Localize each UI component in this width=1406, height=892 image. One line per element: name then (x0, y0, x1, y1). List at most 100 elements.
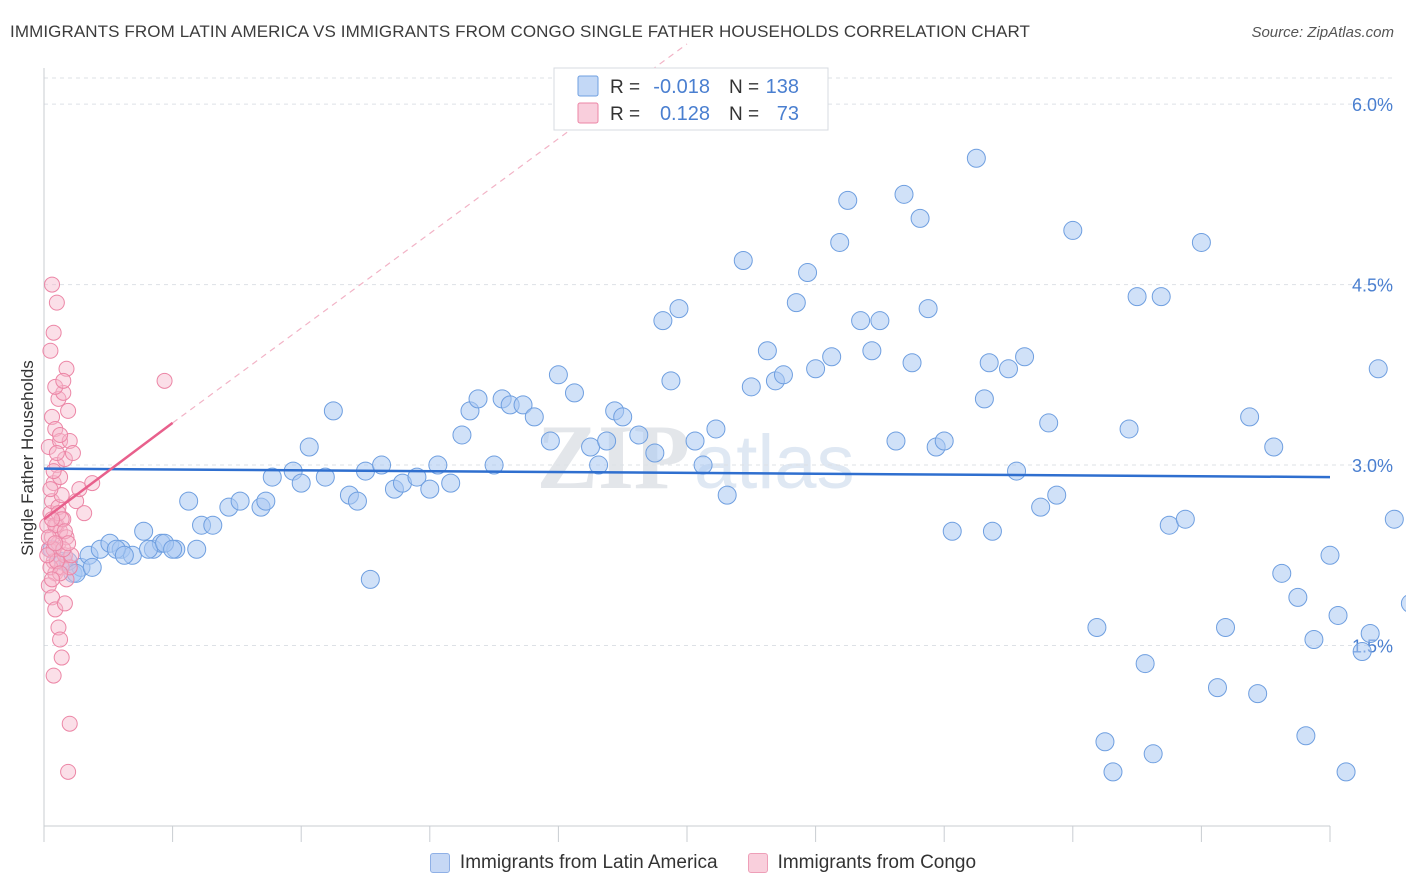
latin-america-point (291, 473, 311, 493)
chart-title: IMMIGRANTS FROM LATIN AMERICA VS IMMIGRA… (10, 22, 1031, 41)
latin-america-point (524, 407, 544, 427)
latin-america-point (589, 455, 609, 475)
latin-america-point (1320, 545, 1340, 565)
latin-america-point (982, 521, 1002, 541)
latin-america-point (870, 311, 890, 331)
congo-point (48, 294, 65, 311)
congo-point (40, 529, 57, 546)
y-tick-label: 3.0% (1352, 456, 1393, 476)
legend-swatch-pink (747, 853, 768, 873)
congo-point (44, 276, 61, 293)
latin-america-point (1151, 287, 1171, 307)
latin-america-point (407, 467, 427, 487)
stats-r-label: R = (610, 77, 640, 98)
congo-point (60, 402, 77, 419)
stats-n-value: 138 (766, 76, 799, 98)
congo-point (64, 445, 81, 462)
congo-point (44, 408, 61, 425)
latin-america-point (1272, 563, 1292, 583)
latin-america-point (1015, 347, 1035, 367)
congo-point (52, 426, 69, 443)
latin-america-point (1143, 744, 1163, 764)
congo-point (39, 547, 56, 564)
stats-swatch-blue (577, 75, 599, 97)
congo-point (45, 541, 62, 558)
latin-america-point (1007, 461, 1027, 481)
congo-point (60, 535, 77, 552)
congo-point (42, 481, 59, 498)
latin-america-point (230, 491, 250, 511)
congo-point (47, 535, 64, 552)
latin-america-point (918, 299, 938, 319)
legend-swatch-blue (429, 853, 450, 873)
congo-point (48, 445, 65, 462)
congo-point (44, 589, 61, 606)
latin-america-point (661, 371, 681, 391)
latin-america-point (706, 419, 726, 439)
congo-point (71, 481, 88, 498)
latin-america-point (597, 431, 617, 451)
latin-america-point (862, 341, 882, 361)
latin-america-point (1304, 630, 1324, 650)
latin-america-point (999, 359, 1018, 379)
congo-point (45, 463, 62, 480)
latin-america-point (203, 515, 223, 535)
latin-america-point (372, 455, 392, 475)
congo-point (47, 601, 64, 618)
latin-america-point (1400, 594, 1406, 612)
congo-point (60, 763, 77, 780)
latin-america-trendline (43, 467, 1331, 479)
latin-america-point (1191, 232, 1211, 252)
congo-point (45, 324, 62, 341)
latin-america-point (1047, 485, 1067, 505)
latin-america-point (1031, 497, 1051, 517)
legend-item-congo: Immigrants from Congo (747, 852, 976, 874)
latin-america-point (1039, 413, 1059, 433)
latin-america-point (484, 455, 504, 475)
congo-point (56, 595, 73, 612)
latin-america-point (581, 437, 601, 457)
latin-america-point (1175, 509, 1195, 529)
congo-point (55, 372, 72, 389)
latin-america-point (653, 311, 673, 331)
latin-america-point (548, 365, 568, 385)
latin-america-point (685, 431, 705, 451)
latin-america-point (187, 539, 207, 559)
latin-america-point (1288, 587, 1308, 607)
latin-america-point (540, 431, 560, 451)
congo-point (45, 667, 62, 684)
latin-america-point (773, 365, 793, 385)
legend-label-latin-america: Immigrants from Latin America (459, 852, 718, 873)
latin-america-point (757, 341, 777, 361)
stats-n-label: N = (729, 77, 759, 98)
congo-point (52, 565, 69, 582)
latin-america-point (1352, 642, 1372, 662)
congo-point (55, 384, 72, 401)
congo-point (61, 715, 78, 732)
latin-america-point (717, 485, 737, 505)
latin-america-point (851, 311, 871, 331)
latin-america-point (179, 491, 199, 511)
latin-america-point (468, 389, 488, 409)
latin-america-point (1087, 617, 1107, 637)
congo-point (42, 559, 59, 576)
congo-point (56, 523, 73, 540)
congo-point (50, 619, 67, 636)
latin-america-point (1296, 726, 1316, 746)
latin-america-point (1135, 654, 1155, 674)
latin-america-point (82, 557, 102, 577)
latin-america-point (806, 359, 826, 379)
congo-point (44, 571, 61, 588)
congo-point (56, 451, 73, 468)
latin-america-point (894, 184, 914, 204)
latin-america-point (1119, 419, 1139, 439)
stats-n-value: 73 (777, 103, 799, 125)
latin-america-point (114, 545, 134, 565)
latin-america-point (966, 148, 986, 168)
latin-america-point (1216, 617, 1236, 637)
latin-america-point (315, 467, 335, 487)
congo-point (53, 649, 70, 666)
latin-america-point (163, 539, 183, 559)
stats-n-label: N = (729, 104, 759, 125)
bottom-legend: Immigrants from Latin America Immigrants… (0, 852, 1406, 874)
